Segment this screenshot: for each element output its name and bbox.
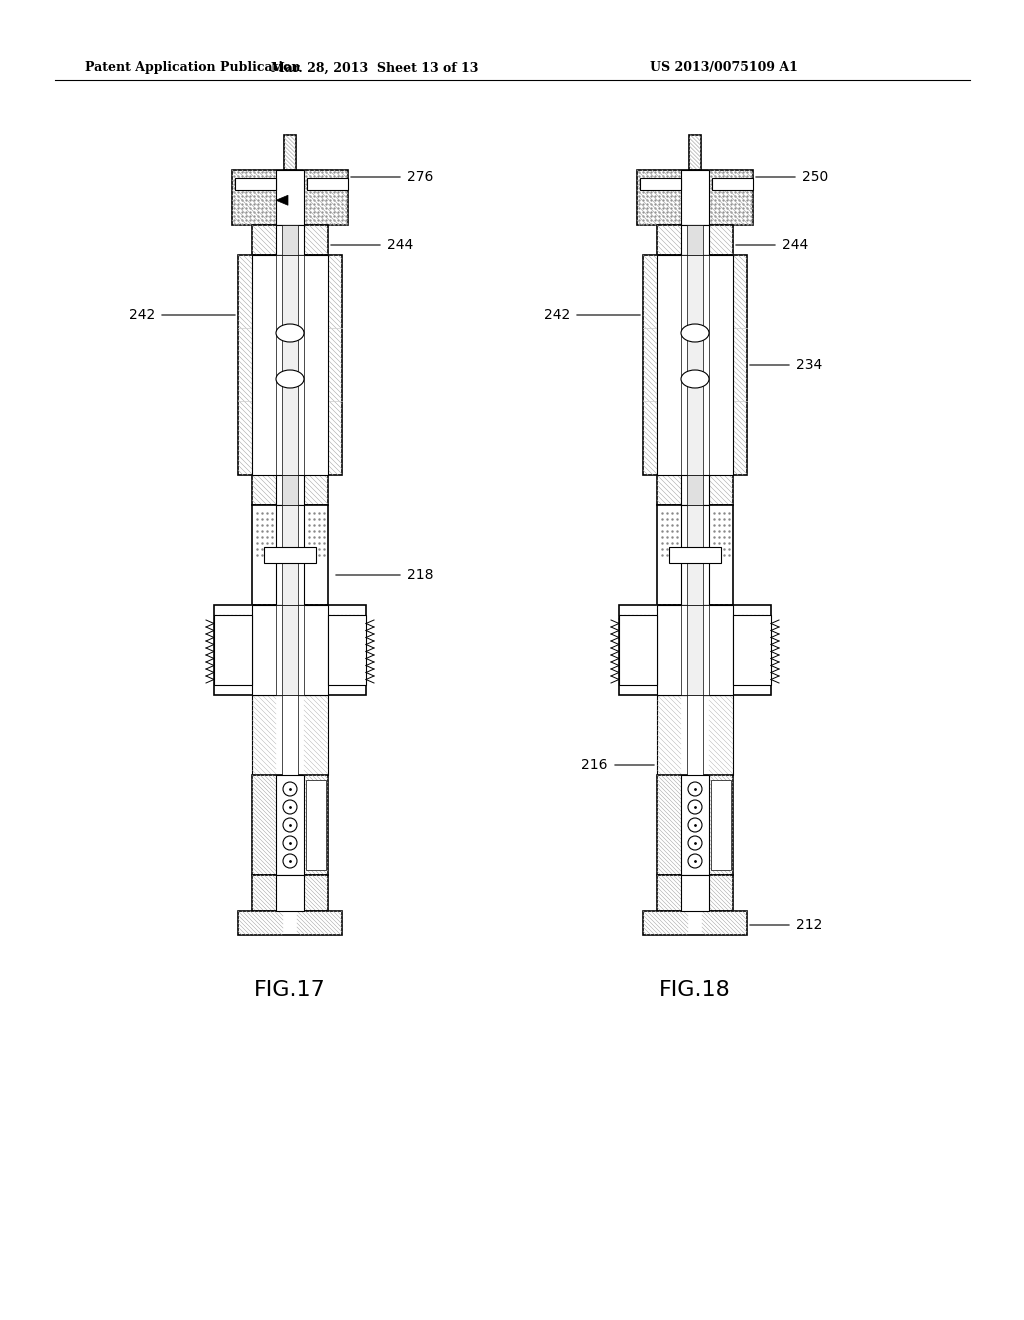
Bar <box>282 255 298 475</box>
Circle shape <box>283 781 297 796</box>
Bar <box>637 170 753 224</box>
Bar <box>306 780 326 870</box>
Bar <box>687 506 703 605</box>
Bar <box>681 475 709 506</box>
Circle shape <box>688 781 702 796</box>
Bar <box>711 780 731 870</box>
Text: 218: 218 <box>407 568 433 582</box>
Ellipse shape <box>276 323 304 342</box>
Bar <box>689 135 700 170</box>
Circle shape <box>688 800 702 814</box>
Bar <box>285 135 296 170</box>
Bar <box>681 605 709 696</box>
Bar <box>643 255 746 475</box>
Bar <box>328 615 366 685</box>
Bar <box>618 615 657 685</box>
Bar <box>618 605 771 696</box>
Text: FIG.18: FIG.18 <box>659 979 731 1001</box>
Ellipse shape <box>681 323 709 342</box>
Bar <box>657 255 733 475</box>
Bar <box>687 224 703 255</box>
Bar <box>234 178 276 190</box>
Bar <box>238 911 342 935</box>
Bar <box>687 605 703 696</box>
Polygon shape <box>276 195 288 205</box>
Circle shape <box>688 854 702 869</box>
Bar <box>276 605 304 696</box>
Bar <box>276 875 304 911</box>
Bar <box>276 775 304 875</box>
Bar <box>681 696 709 775</box>
Circle shape <box>283 836 297 850</box>
Circle shape <box>688 818 702 832</box>
Bar <box>640 178 681 190</box>
Bar <box>282 696 298 775</box>
Text: 212: 212 <box>796 917 822 932</box>
Bar <box>214 605 366 696</box>
Bar <box>282 475 298 506</box>
Bar <box>657 696 733 775</box>
Bar <box>282 506 298 605</box>
Bar <box>681 224 709 255</box>
Text: 242: 242 <box>544 308 570 322</box>
Bar <box>252 255 328 475</box>
Bar <box>276 696 304 775</box>
Bar <box>687 475 703 506</box>
Text: US 2013/0075109 A1: US 2013/0075109 A1 <box>650 62 798 74</box>
Bar <box>657 506 733 605</box>
Text: Patent Application Publication: Patent Application Publication <box>85 62 300 74</box>
Circle shape <box>283 854 297 869</box>
Bar <box>687 255 703 475</box>
Bar <box>238 255 342 475</box>
Bar <box>681 875 709 911</box>
Bar <box>657 605 733 696</box>
Bar <box>276 255 304 475</box>
Ellipse shape <box>681 370 709 388</box>
Text: Mar. 28, 2013  Sheet 13 of 13: Mar. 28, 2013 Sheet 13 of 13 <box>271 62 478 74</box>
Bar <box>276 506 304 605</box>
Bar <box>252 605 328 696</box>
Bar <box>252 696 328 775</box>
Bar <box>252 506 328 605</box>
Bar <box>687 696 703 775</box>
Bar <box>657 224 733 255</box>
Bar <box>681 255 709 475</box>
Bar <box>733 615 771 685</box>
Text: 244: 244 <box>387 238 414 252</box>
Bar <box>643 911 746 935</box>
Bar <box>657 475 733 506</box>
Bar <box>276 224 304 255</box>
Bar <box>657 875 733 911</box>
Bar <box>252 775 328 875</box>
Text: 242: 242 <box>129 308 155 322</box>
Bar <box>657 775 733 875</box>
Text: 216: 216 <box>582 758 608 772</box>
Text: 250: 250 <box>802 170 828 183</box>
Circle shape <box>283 818 297 832</box>
Bar <box>214 615 252 685</box>
Bar <box>282 224 298 255</box>
Bar <box>276 170 304 224</box>
Bar <box>264 546 316 564</box>
Ellipse shape <box>276 370 304 388</box>
Circle shape <box>688 836 702 850</box>
Circle shape <box>283 800 297 814</box>
Bar <box>681 506 709 605</box>
Bar <box>681 775 709 875</box>
Bar <box>282 605 298 696</box>
Bar <box>232 170 348 224</box>
Text: 276: 276 <box>407 170 433 183</box>
Text: 234: 234 <box>796 358 822 372</box>
Text: FIG.17: FIG.17 <box>254 979 326 1001</box>
Bar <box>252 875 328 911</box>
Bar <box>712 178 753 190</box>
Bar <box>307 178 348 190</box>
Text: 244: 244 <box>782 238 808 252</box>
Bar <box>669 546 721 564</box>
Bar <box>252 475 328 506</box>
Bar <box>681 170 709 224</box>
Bar <box>276 475 304 506</box>
Bar <box>252 224 328 255</box>
